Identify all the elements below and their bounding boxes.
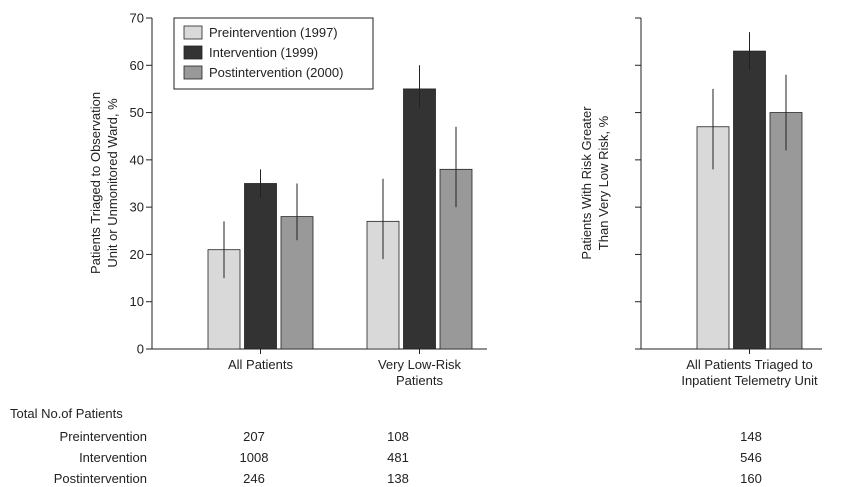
legend-box	[173, 17, 374, 90]
y-tick-label: 70	[130, 11, 144, 26]
table-cell: 138	[387, 471, 409, 486]
table-cell: 481	[387, 450, 409, 465]
x-category-label-line: All Patients Triaged to	[686, 357, 812, 372]
table-title: Total No.of Patients	[10, 406, 123, 421]
bar	[769, 112, 803, 350]
y-tick-label: 50	[130, 105, 144, 120]
table-cell: 148	[740, 429, 762, 444]
x-category-label: Very Low-Risk Patients	[378, 357, 462, 388]
x-category-label: All Patients	[228, 357, 294, 372]
left-chart: 0 10 20 30 40 50 60 70 Patients Triaged to Obser…	[88, 11, 487, 388]
table-cell: 108	[387, 429, 409, 444]
bar	[244, 183, 277, 350]
x-category-label-line: Inpatient Telemetry Unit	[681, 373, 818, 388]
legend-swatch	[183, 45, 203, 60]
x-category-label-line: All Patients	[228, 357, 294, 372]
y-tick-label: 30	[130, 200, 144, 215]
legend: Preintervention (1997) Intervention (1999…	[173, 17, 374, 90]
table-row-label: Postintervention	[54, 471, 147, 486]
table-row-label: Intervention	[79, 450, 147, 465]
table-cell: 207	[243, 429, 265, 444]
table-cell: 1008	[240, 450, 269, 465]
legend-label: Preintervention (1997)	[209, 25, 338, 40]
right-chart: Patients With Risk Greater Than Very Low …	[579, 17, 822, 388]
y-tick-label: 60	[130, 58, 144, 73]
y-axis-label: Patients With Risk Greater Than Very Low …	[579, 106, 611, 260]
y-axis-label-line: Unit or Unmonitored Ward, %	[105, 98, 120, 268]
legend-swatch	[183, 65, 203, 80]
legend-label: Postintervention (2000)	[209, 65, 343, 80]
y-tick-label: 40	[130, 152, 144, 167]
table-cell: 246	[243, 471, 265, 486]
y-tick-label: 0	[137, 342, 144, 357]
table-cell: 546	[740, 450, 762, 465]
table-row-label: Preintervention	[60, 429, 147, 444]
x-category-label-line: Patients	[396, 373, 443, 388]
patient-count-table: Total No.of Patients Preintervention 207 10…	[10, 406, 762, 486]
y-axis-label-line: Than Very Low Risk, %	[596, 115, 611, 250]
bar	[403, 88, 436, 350]
legend-swatch	[183, 25, 203, 40]
x-category-label-line: Very Low-Risk	[378, 357, 462, 372]
x-category-label: All Patients Triaged to Inpatient Telemet…	[681, 357, 818, 388]
y-tick-label: 20	[130, 247, 144, 262]
bar	[733, 50, 766, 350]
table-cell: 160	[740, 471, 762, 486]
legend-label: Intervention (1999)	[209, 45, 318, 60]
y-tick-label: 10	[130, 294, 144, 309]
y-axis-label: Patients Triaged to Observation Unit or U…	[88, 92, 120, 274]
y-axis-label-line: Patients With Risk Greater	[579, 106, 594, 260]
y-axis-label-line: Patients Triaged to Observation	[88, 92, 103, 274]
